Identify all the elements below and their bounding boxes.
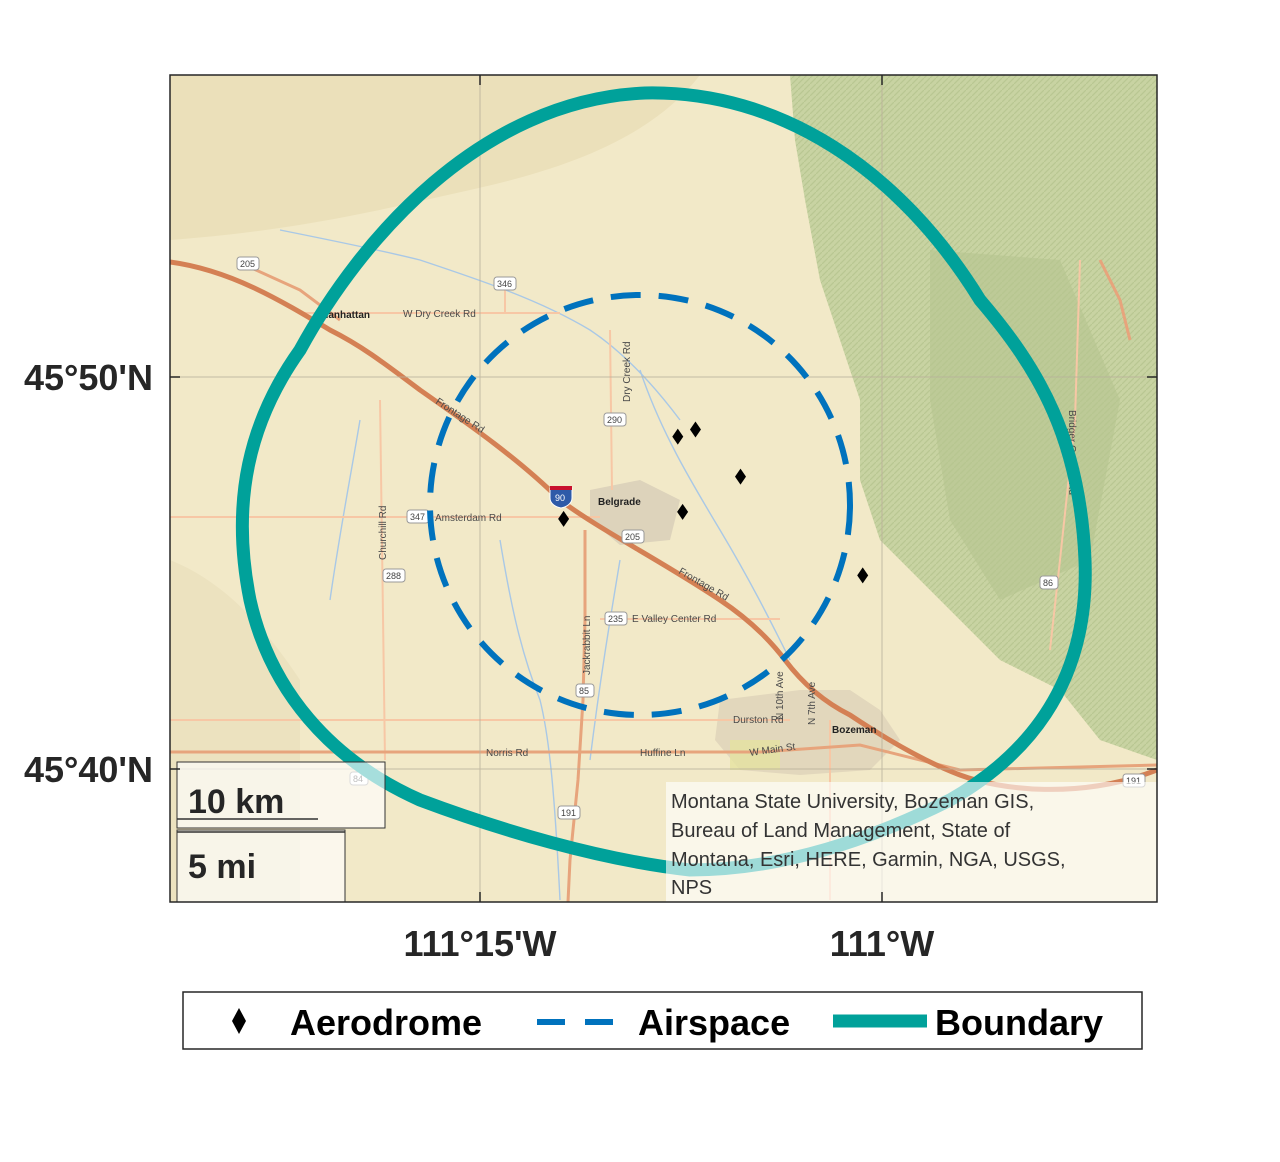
attribution-line-1: Montana State University, Bozeman GIS, xyxy=(671,791,1034,813)
shield-290: 290 xyxy=(603,412,627,427)
road-label-n-7th: N 7th Ave xyxy=(807,681,818,725)
aerodrome-marker-5 xyxy=(558,510,570,527)
shield-86: 86 xyxy=(1039,575,1059,590)
basemap: W Dry Creek Rd Frontage Rd Frontage Rd A… xyxy=(170,75,1157,902)
lat-tick-45-50: 45°50'N xyxy=(24,357,153,398)
legend-label-aerodrome: Aerodrome xyxy=(290,1002,482,1043)
attribution: Montana State University, Bozeman GIS, B… xyxy=(666,782,1157,902)
road-label-durston: Durston Rd xyxy=(733,715,784,726)
legend-label-boundary: Boundary xyxy=(935,1002,1103,1043)
scale-label-mi: 5 mi xyxy=(188,848,256,886)
road-label-norris: Norris Rd xyxy=(486,748,528,759)
scale-bar: 10 km 5 mi xyxy=(176,761,386,902)
axis-ticks xyxy=(170,75,1157,902)
road-label-e-valley-center: E Valley Center Rd xyxy=(632,614,716,625)
place-label-bozeman: Bozeman xyxy=(832,725,876,736)
attribution-box xyxy=(666,782,1157,902)
place-label-belgrade: Belgrade xyxy=(598,497,641,508)
attribution-line-3: Montana, Esri, HERE, Garmin, NGA, USGS, xyxy=(671,849,1066,871)
aerodrome-markers xyxy=(558,421,869,584)
forest-dense xyxy=(930,250,1120,600)
shield-347: 347 xyxy=(406,509,430,524)
svg-text:205: 205 xyxy=(625,532,640,542)
shield-191: 191 xyxy=(557,805,581,820)
road-label-dry-creek: Dry Creek Rd xyxy=(622,341,633,402)
place-label-manhattan: Manhattan xyxy=(320,310,370,321)
legend: Aerodrome Airspace Boundary xyxy=(182,991,1143,1050)
aerodrome-marker-6 xyxy=(857,567,869,584)
lon-tick-111-15: 111°15'W xyxy=(403,923,556,964)
aerodrome-marker-3 xyxy=(734,468,746,485)
shield-85: 85 xyxy=(575,683,595,698)
scale-box-km xyxy=(176,761,386,829)
svg-text:85: 85 xyxy=(579,686,589,696)
svg-text:288: 288 xyxy=(386,571,401,581)
legend-label-airspace: Airspace xyxy=(638,1002,790,1043)
aerodrome-marker-4 xyxy=(677,503,689,520)
road-label-jackrabbit: Jackrabbit Ln xyxy=(582,616,593,675)
hillshade-north xyxy=(170,75,700,240)
shield-205a: 205 xyxy=(236,256,260,271)
road-label-churchill: Churchill Rd xyxy=(378,506,389,560)
svg-text:191: 191 xyxy=(1126,776,1141,786)
belgrade-urban xyxy=(590,480,680,545)
legend-diamond-icon xyxy=(232,1008,246,1034)
svg-text:346: 346 xyxy=(497,279,512,289)
svg-text:235: 235 xyxy=(608,614,623,624)
shield-235: 235 xyxy=(604,611,628,626)
scale-box-mi xyxy=(176,829,346,902)
park-area xyxy=(730,740,780,770)
svg-text:90: 90 xyxy=(555,493,565,503)
lon-tick-111: 111°W xyxy=(830,923,934,964)
road-label-n-10th: N 10th Ave xyxy=(775,671,786,720)
svg-text:86: 86 xyxy=(1043,578,1053,588)
aerodrome-marker-1 xyxy=(672,428,684,445)
legend-box xyxy=(182,991,1143,1050)
aerodrome-marker-2 xyxy=(689,421,701,438)
svg-text:290: 290 xyxy=(607,415,622,425)
shield-i90: 90 xyxy=(549,486,573,509)
road-label-w-dry-creek: W Dry Creek Rd xyxy=(403,309,476,320)
svg-text:205: 205 xyxy=(240,259,255,269)
lat-tick-45-40: 45°40'N xyxy=(24,749,153,790)
map-frame xyxy=(169,74,1158,903)
attribution-line-2: Bureau of Land Management, State of xyxy=(671,820,1011,842)
road-label-amsterdam: Amsterdam Rd xyxy=(435,513,502,524)
svg-text:191: 191 xyxy=(561,808,576,818)
shield-346: 346 xyxy=(493,276,517,291)
shield-288: 288 xyxy=(382,568,406,583)
attribution-line-4: NPS xyxy=(671,877,712,899)
scale-label-km: 10 km xyxy=(188,783,284,821)
streams xyxy=(279,229,791,901)
shield-205b: 205 xyxy=(621,529,645,544)
road-label-huffine: Huffine Ln xyxy=(640,748,685,759)
airspace-circle xyxy=(427,292,853,718)
interstate-90 xyxy=(170,259,1157,792)
svg-text:347: 347 xyxy=(410,512,425,522)
